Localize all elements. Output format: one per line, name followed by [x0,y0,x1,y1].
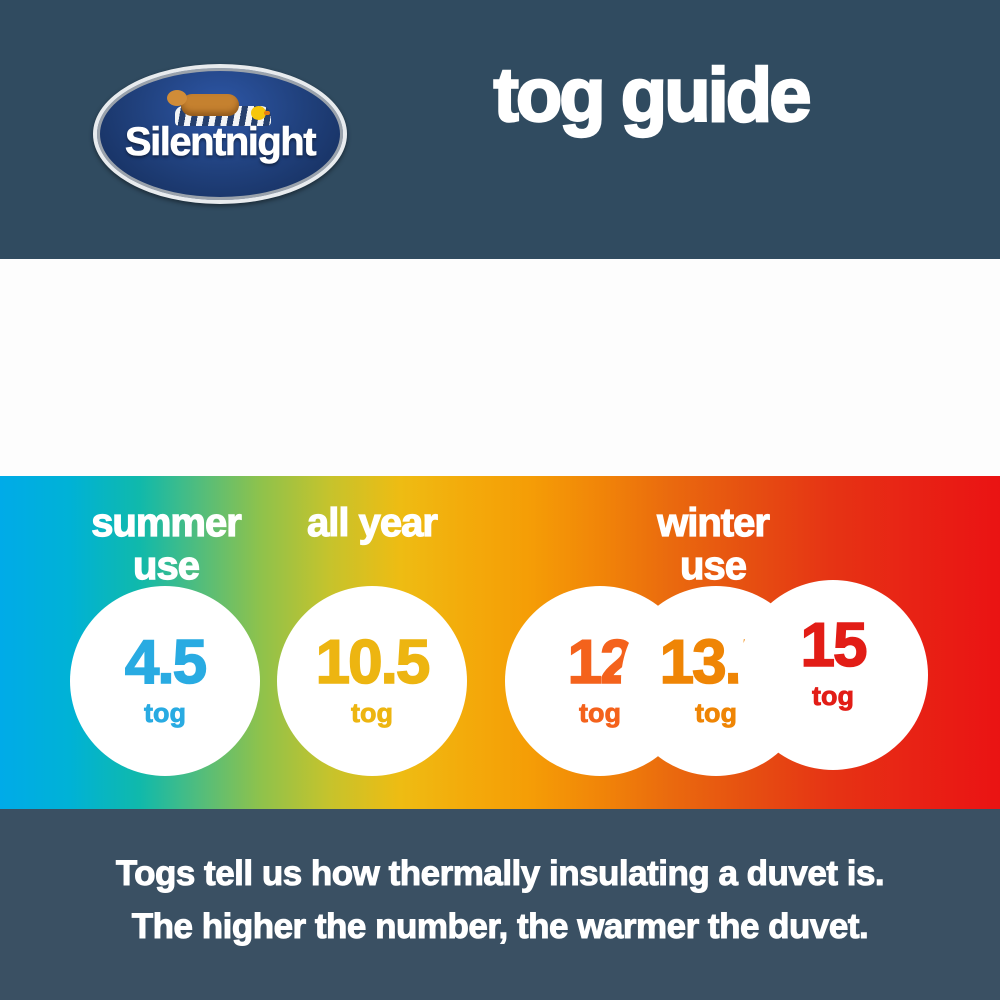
tog-circle-15: 15 tog [738,580,928,770]
summer-use-label: summer use [91,501,243,588]
tog-value: 10.5 [315,627,431,697]
hippo-head [167,90,187,106]
footer: Togs tell us how thermally insulating a … [0,809,1000,1000]
hippo-icon [181,94,239,116]
tog-value: 4.5 [124,627,208,697]
page-title: tog guide [492,52,812,139]
explanation-line-2: The higher the number, the warmer the du… [131,907,869,947]
tog-unit: tog [812,680,855,711]
duck-beak [264,111,270,115]
icon-band [0,259,1000,702]
tog-unit: tog [351,697,394,728]
all-year-label: all year [306,501,438,545]
brand-name: Silentnight [124,120,317,165]
tog-unit: tog [144,697,187,728]
winter-use-label: winter use [656,501,770,588]
tog-unit: tog [579,697,622,728]
tog-value: 15 [800,610,869,680]
explanation-text: Togs tell us how thermally insulating a … [0,847,1000,953]
tog-gradient-band: summer use all year winter use 4.5 tog 1… [0,476,1000,809]
tog-circle-4-5: 4.5 tog [70,586,260,776]
tog-circle-10-5: 10.5 tog [277,586,467,776]
explanation-line-1: Togs tell us how thermally insulating a … [115,854,885,894]
duck-icon [251,106,266,120]
header: Silentnight tog guide [0,0,1000,259]
tog-unit: tog [695,697,738,728]
silentnight-logo: Silentnight [93,64,347,204]
hippo-and-duck-illustration [163,90,283,128]
